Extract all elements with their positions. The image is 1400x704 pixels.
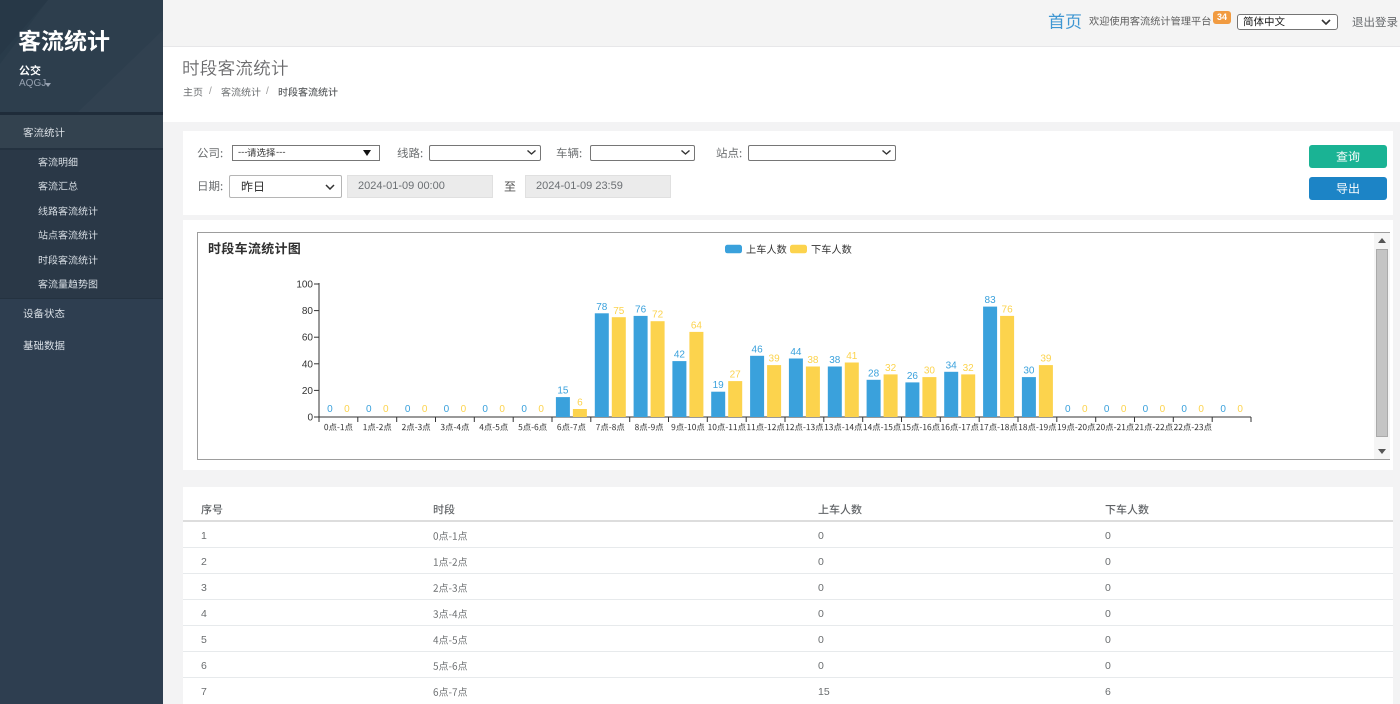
svg-text:76: 76 [1002, 304, 1014, 315]
svg-text:64: 64 [691, 320, 703, 331]
svg-text:0: 0 [461, 404, 467, 415]
svg-text:0: 0 [1237, 404, 1243, 415]
svg-text:60: 60 [302, 333, 314, 344]
svg-text:75: 75 [613, 306, 625, 317]
svg-text:15: 15 [557, 386, 569, 397]
svg-text:0: 0 [1160, 404, 1166, 415]
svg-text:30: 30 [1023, 366, 1035, 377]
svg-text:44: 44 [790, 347, 802, 358]
svg-text:27: 27 [730, 370, 742, 381]
svg-text:76: 76 [635, 304, 647, 315]
svg-text:0: 0 [444, 404, 450, 415]
svg-text:42: 42 [674, 350, 686, 361]
svg-text:72: 72 [652, 310, 664, 321]
svg-text:41: 41 [846, 351, 858, 362]
svg-text:0: 0 [405, 404, 411, 415]
svg-text:46: 46 [752, 344, 764, 355]
svg-text:34: 34 [946, 360, 958, 371]
svg-text:39: 39 [769, 354, 781, 365]
svg-text:39: 39 [1040, 354, 1052, 365]
svg-text:0: 0 [1082, 404, 1088, 415]
svg-text:32: 32 [885, 363, 897, 374]
svg-text:0: 0 [1065, 404, 1071, 415]
svg-text:38: 38 [829, 355, 841, 366]
svg-text:6: 6 [577, 398, 583, 409]
svg-text:20: 20 [302, 386, 314, 397]
svg-text:38: 38 [807, 355, 819, 366]
svg-text:100: 100 [296, 280, 313, 291]
svg-text:78: 78 [596, 302, 608, 313]
svg-text:83: 83 [985, 295, 997, 306]
svg-text:0: 0 [1104, 404, 1110, 415]
svg-text:80: 80 [302, 306, 314, 317]
svg-text:0: 0 [1143, 404, 1149, 415]
svg-text:28: 28 [868, 368, 880, 379]
svg-text:19: 19 [713, 380, 725, 391]
svg-text:0: 0 [383, 404, 389, 415]
svg-text:0: 0 [1121, 404, 1127, 415]
svg-text:0: 0 [422, 404, 428, 415]
svg-text:32: 32 [963, 363, 975, 374]
svg-text:0: 0 [307, 413, 313, 424]
svg-text:0: 0 [482, 404, 488, 415]
svg-text:30: 30 [924, 366, 936, 377]
svg-text:0: 0 [327, 404, 333, 415]
svg-text:0: 0 [1181, 404, 1187, 415]
svg-text:0: 0 [538, 404, 544, 415]
svg-text:0: 0 [521, 404, 527, 415]
svg-text:0: 0 [1198, 404, 1204, 415]
svg-text:0: 0 [1220, 404, 1226, 415]
svg-text:40: 40 [302, 359, 314, 370]
svg-text:26: 26 [907, 371, 919, 382]
svg-text:0: 0 [344, 404, 350, 415]
svg-text:0: 0 [366, 404, 372, 415]
svg-text:0: 0 [499, 404, 505, 415]
